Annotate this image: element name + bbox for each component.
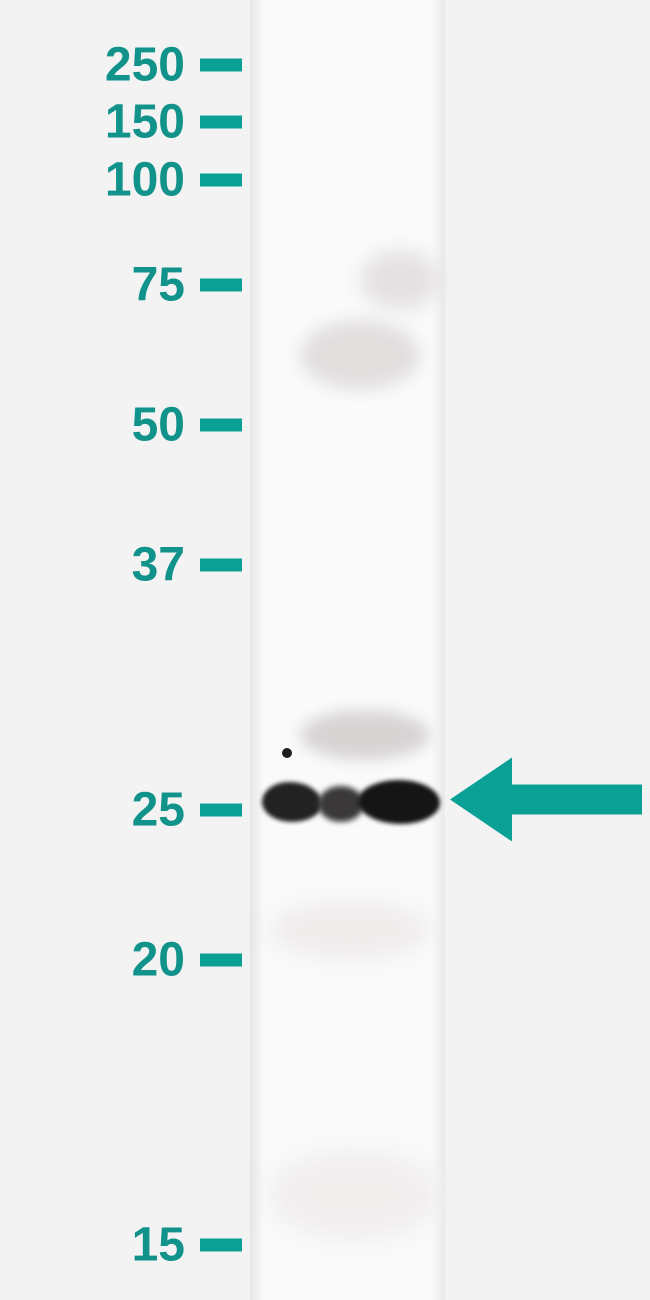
protein-band — [358, 780, 440, 824]
mw-marker-tick — [200, 954, 242, 967]
mw-marker-tick — [200, 804, 242, 817]
mw-marker-label: 250 — [105, 38, 185, 93]
mw-marker-label: 20 — [132, 933, 185, 988]
protein-band — [262, 782, 322, 822]
mw-marker-tick — [200, 174, 242, 187]
mw-marker-label: 37 — [132, 538, 185, 593]
arrow-left-icon — [450, 758, 642, 842]
faint-smudge — [270, 900, 430, 960]
mw-marker-tick — [200, 116, 242, 129]
speck — [282, 748, 292, 758]
band-indicator-arrow — [450, 758, 642, 847]
mw-marker-label: 25 — [132, 783, 185, 838]
mw-marker-tick — [200, 419, 242, 432]
blot-lane — [250, 0, 445, 1300]
mw-marker-label: 15 — [132, 1218, 185, 1273]
lane-right-edge — [431, 0, 445, 1300]
faint-smudge — [300, 320, 420, 390]
protein-band — [318, 786, 364, 822]
faint-smudge — [300, 710, 430, 760]
mw-marker-label: 150 — [105, 95, 185, 150]
mw-marker-tick — [200, 279, 242, 292]
faint-smudge — [360, 250, 440, 310]
mw-marker-tick — [200, 59, 242, 72]
mw-marker-label: 50 — [132, 398, 185, 453]
mw-marker-label: 100 — [105, 153, 185, 208]
mw-marker-tick — [200, 1239, 242, 1252]
mw-marker-tick — [200, 559, 242, 572]
mw-marker-label: 75 — [132, 258, 185, 313]
lane-left-edge — [250, 0, 264, 1300]
faint-smudge — [270, 1150, 440, 1240]
blot-container: 250150100 75 50 37 25 20 15 — [0, 0, 650, 1300]
